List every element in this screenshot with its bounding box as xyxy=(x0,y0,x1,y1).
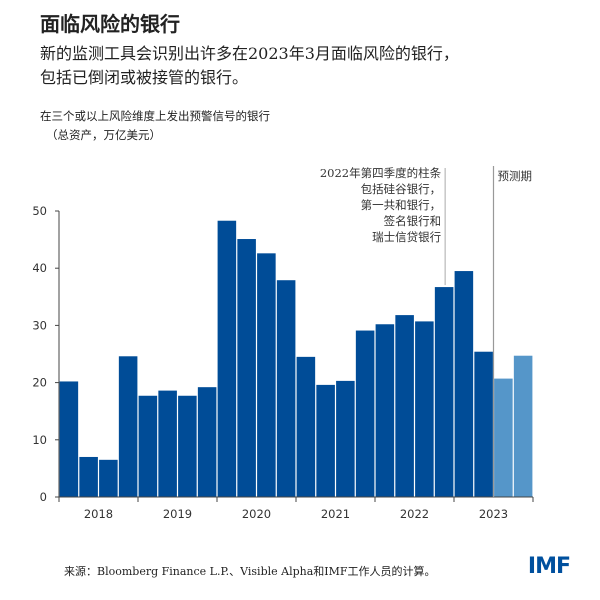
bar xyxy=(434,287,454,497)
imf-logo: IMF xyxy=(527,554,571,579)
bar xyxy=(79,456,98,497)
subtitle-line-2: 包括已倒闭或被接管的银行。 xyxy=(40,68,249,87)
forecast-label: 预测期 xyxy=(498,169,533,183)
bar xyxy=(316,384,335,497)
bar xyxy=(99,459,118,497)
bar xyxy=(454,271,474,497)
x-tick-label: 2020 xyxy=(242,507,271,521)
y-tick-label: 0 xyxy=(40,490,47,504)
bar xyxy=(336,380,355,497)
y-tick-label: 50 xyxy=(32,204,47,218)
x-tick-label: 2019 xyxy=(163,507,192,521)
bar xyxy=(494,378,513,497)
bar xyxy=(257,253,276,497)
bar xyxy=(276,280,296,497)
y-tick-label: 30 xyxy=(32,318,47,332)
annotation-text: 签名银行和 xyxy=(384,214,442,228)
bar xyxy=(474,351,493,497)
y-tick-label: 10 xyxy=(32,433,47,447)
bar xyxy=(138,395,158,497)
bar xyxy=(217,220,237,497)
bar xyxy=(513,355,533,497)
bar xyxy=(197,387,217,497)
bar xyxy=(59,381,79,497)
chart-title: 在三个或以上风险维度上发出预警信号的银行 xyxy=(40,109,270,123)
page-title: 面临风险的银行 xyxy=(40,12,180,36)
annotation-text: 2022年第四季度的柱条 xyxy=(320,166,442,180)
bar xyxy=(296,356,316,497)
x-tick-label: 2022 xyxy=(400,507,429,521)
y-tick-label: 40 xyxy=(32,261,47,275)
annotation-text: 瑞士信贷银行 xyxy=(372,230,441,244)
bar xyxy=(158,390,177,497)
bar xyxy=(355,330,375,497)
subtitle-line-1: 新的监测工具会识别出许多在2023年3月面临风险的银行， xyxy=(40,44,459,63)
bar xyxy=(375,324,395,497)
x-tick-label: 2023 xyxy=(479,507,508,521)
bar xyxy=(415,321,434,497)
bar xyxy=(178,395,197,497)
y-tick-label: 20 xyxy=(32,376,47,390)
x-tick-label: 2018 xyxy=(84,507,113,521)
bar xyxy=(118,356,138,497)
x-tick-label: 2021 xyxy=(321,507,350,521)
annotation-text: 包括硅谷银行， xyxy=(361,182,442,196)
bar xyxy=(237,239,256,497)
annotation-text: 第一共和银行， xyxy=(361,198,442,212)
bar xyxy=(395,315,414,497)
source-note: 来源：Bloomberg Finance L.P.、Visible Alpha和… xyxy=(64,565,436,578)
chart-subtitle: （总资产，万亿美元） xyxy=(46,128,161,142)
